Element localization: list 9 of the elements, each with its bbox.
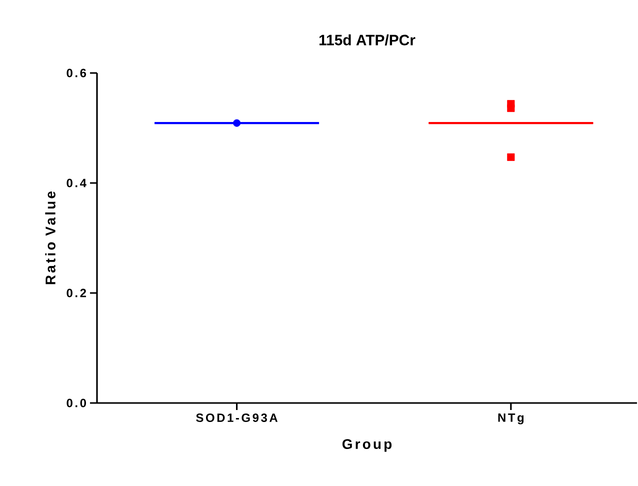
y-tick-label: 0.0 xyxy=(66,398,86,408)
y-tick-label: 0.2 xyxy=(66,288,86,298)
x-tick-label: SOD1-G93A xyxy=(196,414,278,422)
x-tick-label: NTg xyxy=(498,414,524,424)
chart-title: 115d ATP/PCr xyxy=(319,34,416,46)
y-tick-label: 0.6 xyxy=(66,68,86,78)
y-axis-title: Ratio Value xyxy=(45,191,56,284)
y-tick-label: 0.4 xyxy=(66,178,86,188)
x-axis-title: Group xyxy=(342,439,392,452)
